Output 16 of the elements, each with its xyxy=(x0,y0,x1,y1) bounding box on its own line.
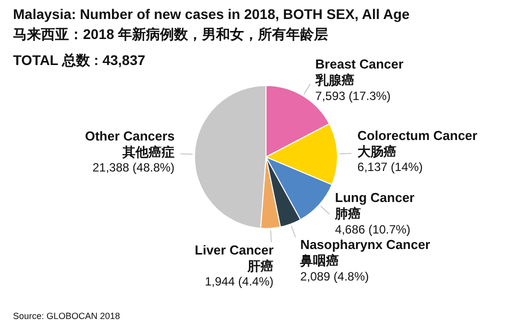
data-label: 1,944 (4.4%) xyxy=(204,274,274,289)
data-label: 7,593 (17.3%) xyxy=(315,88,391,103)
data-label: 21,388 (48.8%) xyxy=(92,160,175,174)
chart-subtitle: 马来西亚：2018 年新病例数，男和女，所有年龄层 xyxy=(13,26,328,44)
slice-label: Nasopharynx Cancer 鼻咽癌 xyxy=(299,237,430,268)
slice-label: Colorectum Cancer 大肠癌 xyxy=(357,128,478,159)
slice-label: Breast Cancer 乳腺癌 xyxy=(314,56,404,88)
source-note: Source: GLOBOCAN 2018 xyxy=(13,311,120,321)
data-label: 4,686 (10.7%) xyxy=(335,222,410,236)
data-label: 6,137 (14%) xyxy=(357,160,423,174)
slice-label: Lung Cancer 肺癌 xyxy=(334,190,414,222)
data-label: 2,089 (4.8%) xyxy=(300,269,369,284)
text: TOTAL 总数 : 43,837 xyxy=(13,52,146,70)
slice-label: Liver Cancer 肝癌 xyxy=(194,242,274,274)
chart-title: Malaysia: Number of new cases in 2018, BOTH SEX, All Age xyxy=(13,6,410,22)
slice-label: Other Cancers 其他癌症 xyxy=(84,128,175,160)
